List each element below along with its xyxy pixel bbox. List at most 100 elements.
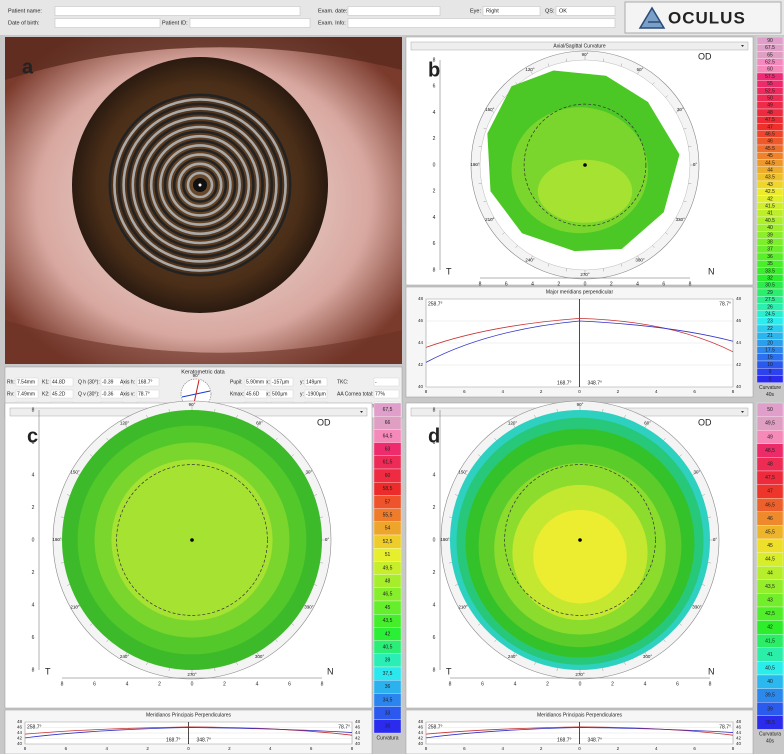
y-tick-label: 40 xyxy=(736,384,742,389)
angle-label: 300° xyxy=(635,257,645,262)
y-tick-label: 48 xyxy=(355,719,361,724)
scale-value: 33 xyxy=(385,711,391,717)
scale-value: 10 xyxy=(767,362,773,368)
map-area xyxy=(537,159,633,223)
kerato-box xyxy=(244,389,268,399)
field-label: Exam. date: xyxy=(318,8,348,14)
angle-label: 120° xyxy=(525,67,535,72)
meridian-label: 78.7° xyxy=(719,724,731,730)
x-tick-label: 4 xyxy=(256,681,259,687)
scale-value: 43.5 xyxy=(765,175,775,181)
panel-label: b xyxy=(428,59,440,81)
dropdown-arrow xyxy=(360,411,363,413)
y-tick-label: 8 xyxy=(433,57,436,63)
angle-label: 180° xyxy=(440,537,450,542)
profile-curve xyxy=(425,317,734,353)
scale-value: 66 xyxy=(385,420,391,426)
x-tick-label: 6 xyxy=(693,746,696,751)
placido-ring xyxy=(182,167,218,203)
dropdown[interactable] xyxy=(410,41,749,51)
y-tick-label: 46 xyxy=(418,318,424,323)
scale-value: 30 xyxy=(385,724,391,730)
scale-value: 57 xyxy=(385,499,391,505)
ring-tick xyxy=(547,63,550,67)
y-tick-label: 44 xyxy=(418,340,424,345)
scale-value: 52,5 xyxy=(383,539,393,545)
x-tick-label: 2 xyxy=(617,746,620,751)
x-tick-label: 6 xyxy=(676,681,679,687)
ring-tick xyxy=(123,422,128,428)
scale-value: 44 xyxy=(767,570,773,576)
angle-label: 0° xyxy=(693,162,698,167)
kerato-value: 7.49mm xyxy=(17,391,35,397)
x-tick-label: 0 xyxy=(578,389,581,394)
field-box xyxy=(347,18,616,28)
ring-tick xyxy=(236,662,238,666)
x-tick-label: 8 xyxy=(709,681,712,687)
kerato-label: Pupil: xyxy=(230,379,243,385)
angle-label: 120° xyxy=(120,420,130,425)
ring-tick xyxy=(702,584,706,586)
scale-value: 67.5 xyxy=(765,45,775,51)
scale-value: 17.5 xyxy=(765,348,775,354)
placido-ring xyxy=(149,134,251,236)
eye-label: OD xyxy=(698,417,712,427)
x-tick-label: 4 xyxy=(501,746,504,751)
placido-ring xyxy=(177,162,223,208)
scale-value: 58,5 xyxy=(383,486,393,492)
ring-tick xyxy=(665,232,668,235)
placido-ring xyxy=(131,116,269,254)
scale-value: 49,5 xyxy=(383,565,393,571)
meridian-label: 348.7° xyxy=(197,737,212,743)
scale-value: 39,5 xyxy=(765,693,775,699)
x-tick-label: 2 xyxy=(611,681,614,687)
ring-tick xyxy=(511,422,516,428)
scale-value: 40,5 xyxy=(383,645,393,651)
y-tick-label: 4 xyxy=(32,472,35,478)
ring-tick xyxy=(448,562,453,564)
kerato-value: 45.6D xyxy=(246,391,260,397)
meridian-label: 258.7° xyxy=(428,724,443,730)
x-tick-label: 4 xyxy=(655,389,658,394)
angle-label: 210° xyxy=(485,217,495,222)
placido-ring xyxy=(159,144,241,226)
scale-value: 45.5 xyxy=(765,146,775,152)
y-tick-label: 4 xyxy=(433,110,436,116)
angle-label: 60° xyxy=(644,420,651,425)
angle-label: 210° xyxy=(458,605,468,610)
ring-tick xyxy=(556,667,558,672)
y-tick-label: 44 xyxy=(736,340,742,345)
y-tick-label: 48 xyxy=(17,719,23,724)
y-tick-label: 6 xyxy=(433,84,436,90)
ring-tick xyxy=(494,437,497,441)
kerato-label: Axis v: xyxy=(120,391,135,397)
scale-caption: Curvatura xyxy=(377,735,399,741)
scale-value: 37,5 xyxy=(383,671,393,677)
scale-caption: Curvature xyxy=(759,385,781,391)
ring-tick xyxy=(702,494,706,496)
scale-value: 48 xyxy=(385,579,391,585)
panel-label: d xyxy=(428,425,440,447)
y-tick-label: 6 xyxy=(433,241,436,247)
meridian-label: 348.7° xyxy=(588,737,603,743)
y-tick-label: 46 xyxy=(17,725,23,730)
angle-label: 270° xyxy=(187,672,197,677)
scale-value: 48,5 xyxy=(765,448,775,454)
kerato-label: Axis h: xyxy=(120,379,135,385)
ring-tick xyxy=(291,623,295,626)
field-box xyxy=(54,18,161,28)
ring-tick xyxy=(637,255,641,262)
kerato-box xyxy=(270,377,294,387)
ring-tick xyxy=(488,109,495,113)
meridian-label: 168.7° xyxy=(557,737,572,743)
x-tick-label: 6 xyxy=(481,681,484,687)
kerato-label: y: xyxy=(300,391,304,397)
scale-value: 90 xyxy=(767,38,773,44)
ring-tick xyxy=(502,95,505,98)
scale-value: 24.5 xyxy=(765,312,775,318)
placido-ring xyxy=(136,121,264,249)
angle-label: 0° xyxy=(325,537,330,542)
profile-curve xyxy=(24,726,353,736)
x-tick-label: 6 xyxy=(662,281,665,287)
scale-value: 55 xyxy=(767,81,773,87)
